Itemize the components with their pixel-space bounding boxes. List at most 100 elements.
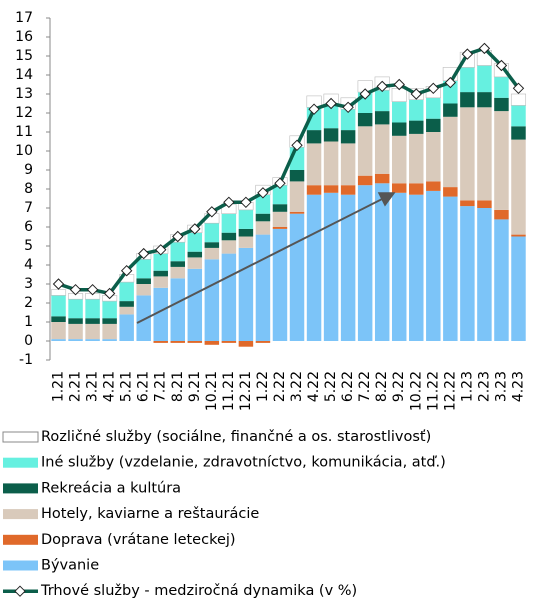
bar-segment [153, 341, 168, 343]
bar-segment [238, 228, 254, 237]
line-marker [189, 223, 201, 235]
line-marker [206, 206, 218, 218]
line-marker [155, 244, 167, 256]
bar-segment [340, 130, 356, 144]
line-marker [103, 287, 116, 300]
line-marker [393, 78, 405, 91]
bar-segment [153, 270, 168, 277]
bar-segment [238, 341, 254, 347]
legend-swatch [2, 431, 39, 443]
bar-segment [289, 213, 305, 341]
bar-segment [204, 242, 220, 248]
bar-segment [494, 76, 509, 98]
bar-segment [477, 92, 492, 108]
x-tick-label: 1.22 [255, 371, 271, 402]
bar-segment [306, 194, 322, 341]
bar-segment [460, 200, 475, 207]
bar-segment [136, 259, 151, 279]
bar-segment [323, 141, 339, 186]
bar-segment [443, 80, 458, 104]
bar-segment [119, 314, 134, 341]
bar-segment [426, 118, 441, 132]
bar-segment [204, 259, 220, 341]
y-tick-label: 14 [15, 67, 33, 83]
bar-segment [426, 97, 441, 119]
trend-arrow [136, 192, 396, 324]
y-tick-label: 8 [24, 181, 33, 197]
line-marker [359, 88, 371, 100]
x-tick-label: 3.22 [289, 371, 305, 402]
bar-segment [221, 240, 237, 254]
bar-segment [85, 323, 100, 340]
legend-swatch [3, 483, 38, 494]
x-tick-label: 12.22 [442, 371, 458, 411]
legend-marker [14, 585, 26, 597]
bar-segment [221, 341, 237, 343]
bar-segment [170, 261, 186, 267]
bar-segment [187, 251, 203, 258]
x-tick-label: 1.23 [459, 371, 475, 402]
bar-segment [426, 132, 441, 182]
bar-segment [357, 113, 373, 127]
bar-segment [204, 247, 220, 260]
bar-segment [119, 306, 134, 315]
x-tick-label: 7.21 [153, 371, 169, 402]
x-tick-label: 6.22 [340, 371, 356, 402]
legend-swatch [3, 534, 38, 545]
bar-segment [391, 122, 407, 136]
bar-segment [85, 318, 100, 324]
bar-segment [494, 209, 509, 220]
line-marker [512, 82, 525, 95]
bar-segment [204, 223, 220, 243]
bar-segment [187, 268, 203, 341]
bar-segment [426, 181, 441, 191]
bar-segment [187, 341, 203, 343]
bar-segment [68, 318, 83, 324]
bar-segment [443, 103, 458, 117]
bar-segment [221, 213, 237, 233]
x-tick-label: 2.22 [272, 371, 288, 402]
bar-segment [221, 253, 237, 341]
y-tick-label: 7 [24, 200, 33, 216]
bar-segment [153, 276, 168, 288]
bar-segment [204, 341, 220, 345]
x-tick-label: 4.23 [510, 371, 526, 402]
x-tick-label: 9.22 [391, 371, 407, 402]
bar-segment [272, 228, 288, 341]
bar-segment [511, 234, 526, 237]
bar-segment [460, 92, 475, 108]
y-tick-label: 4 [24, 257, 33, 273]
y-tick-label: 5 [24, 238, 33, 254]
bar-segment [51, 295, 66, 317]
y-tick-label: 1 [24, 314, 33, 330]
x-tick-label: 5.21 [119, 371, 135, 402]
bar-segment [340, 185, 356, 195]
line-marker [461, 48, 474, 60]
bar-segment [477, 200, 492, 208]
bar-segment [340, 143, 356, 186]
legend-label: Rozličné služby (sociálne, finančné a os… [41, 429, 431, 445]
x-tick-label: 10.22 [408, 371, 424, 411]
bar-segment [153, 287, 168, 341]
x-tick-label: 6.21 [136, 371, 152, 402]
bar-segment [170, 242, 186, 262]
bar-segment [477, 107, 492, 201]
x-tick-label: 11.22 [425, 371, 441, 411]
bar-segment [85, 339, 100, 341]
y-tick-label: 9 [24, 162, 33, 178]
bar-segment [357, 175, 373, 186]
legend-swatch [3, 560, 38, 571]
bar-segment [170, 278, 186, 341]
bar-segment [68, 339, 83, 341]
bar-segment [170, 341, 186, 343]
bar-segment [511, 236, 526, 341]
y-tick-label: 6 [24, 219, 33, 235]
x-tick-label: 8.21 [170, 371, 186, 402]
x-tick-label: 9.21 [187, 371, 203, 402]
bar-segment [255, 341, 271, 343]
bar-segment [102, 323, 117, 340]
bar-segment [460, 206, 475, 341]
line-marker [342, 101, 354, 114]
bar-segment [136, 278, 151, 284]
x-tick-label: 5.22 [323, 371, 339, 402]
